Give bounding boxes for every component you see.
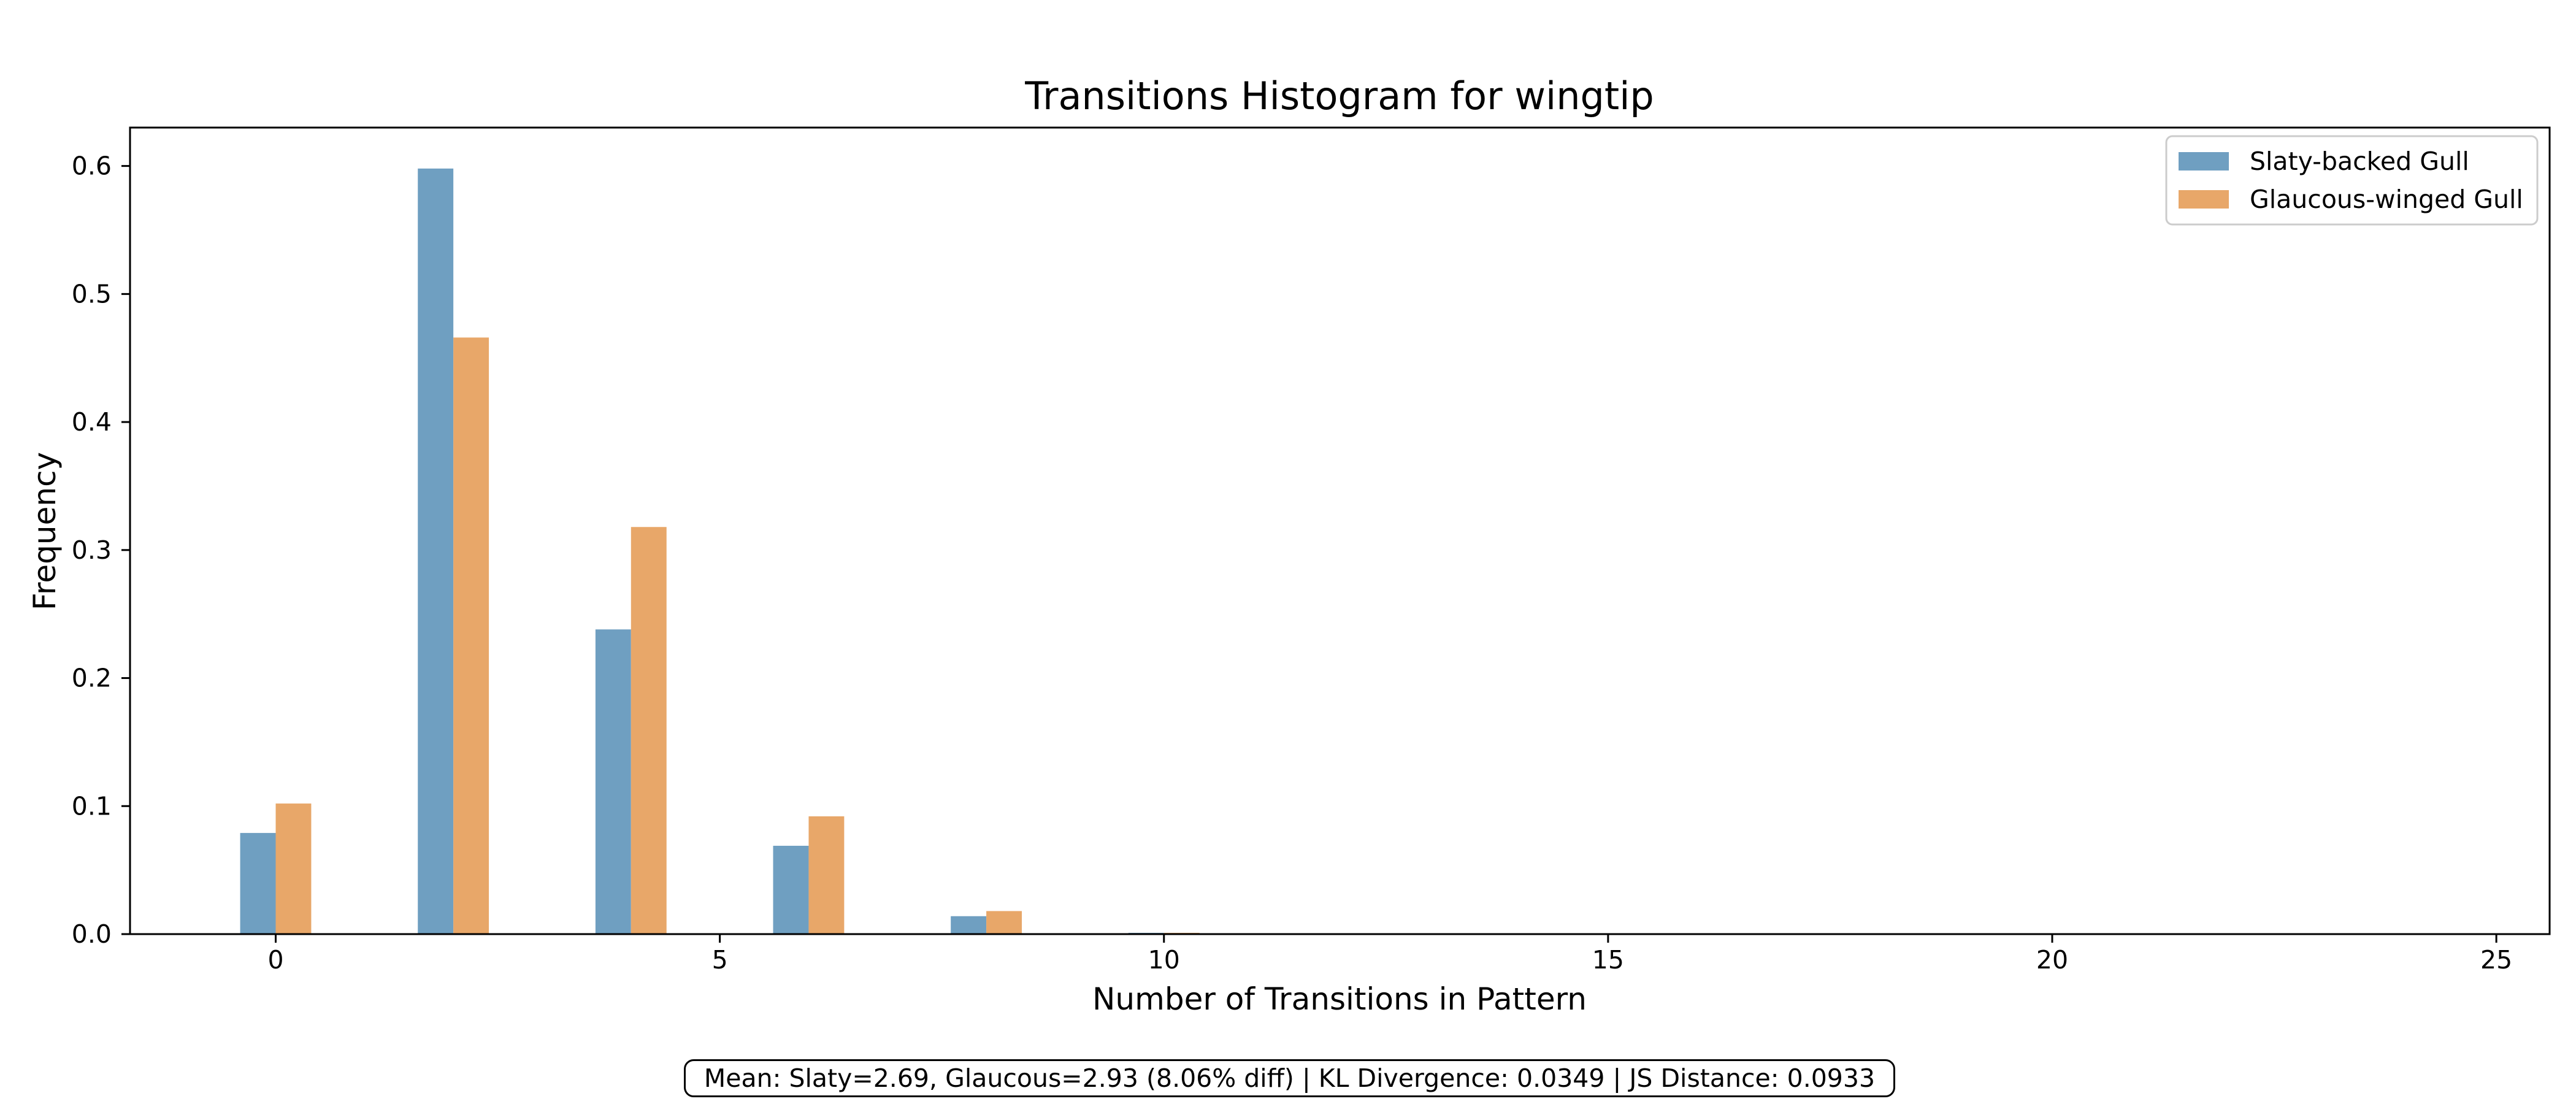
legend-label-slaty: Slaty-backed Gull — [2250, 147, 2469, 176]
y-axis-label: Frequency — [27, 452, 63, 610]
y-tick-label-0.1: 0.1 — [72, 791, 112, 821]
legend: Slaty-backed Gull Glaucous-winged Gull — [2165, 135, 2539, 226]
y-tick-label-0.4: 0.4 — [72, 407, 112, 437]
plot-frame — [129, 126, 2551, 935]
bar-glaucous-4 — [631, 527, 667, 934]
y-tick-label-0.3: 0.3 — [72, 535, 112, 565]
x-tick-label-5: 5 — [712, 945, 728, 975]
y-tick-label-0.0: 0.0 — [72, 919, 112, 949]
legend-swatch-glaucous — [2179, 190, 2229, 209]
legend-frame — [2165, 135, 2539, 226]
x-tick-label-25: 25 — [2480, 945, 2512, 975]
bar-slaty-8 — [951, 916, 987, 934]
bar-slaty-4 — [595, 629, 631, 934]
bar-glaucous-2 — [453, 337, 489, 934]
chart-title: Transitions Histogram for wingtip — [1024, 74, 1654, 118]
bar-slaty-6 — [773, 845, 809, 934]
bar-glaucous-0 — [275, 803, 312, 934]
x-tick-label-15: 15 — [1592, 945, 1624, 975]
y-tick-label-0.5: 0.5 — [72, 279, 112, 309]
bar-glaucous-6 — [808, 816, 845, 934]
y-tick-label-0.2: 0.2 — [72, 664, 112, 693]
bar-slaty-0 — [240, 833, 276, 934]
x-tick-label-0: 0 — [267, 945, 283, 975]
legend-label-glaucous: Glaucous-winged Gull — [2250, 185, 2523, 214]
x-axis-label: Number of Transitions in Pattern — [1092, 981, 1587, 1017]
x-tick-label-20: 20 — [2036, 945, 2068, 975]
bar-glaucous-8 — [986, 911, 1022, 934]
legend-swatch-slaty — [2179, 152, 2229, 171]
x-tick-label-10: 10 — [1148, 945, 1180, 975]
statistics-annotation: Mean: Slaty=2.69, Glaucous=2.93 (8.06% d… — [684, 1059, 1895, 1097]
y-tick-label-0.6: 0.6 — [72, 151, 112, 181]
bar-slaty-2 — [418, 168, 454, 934]
